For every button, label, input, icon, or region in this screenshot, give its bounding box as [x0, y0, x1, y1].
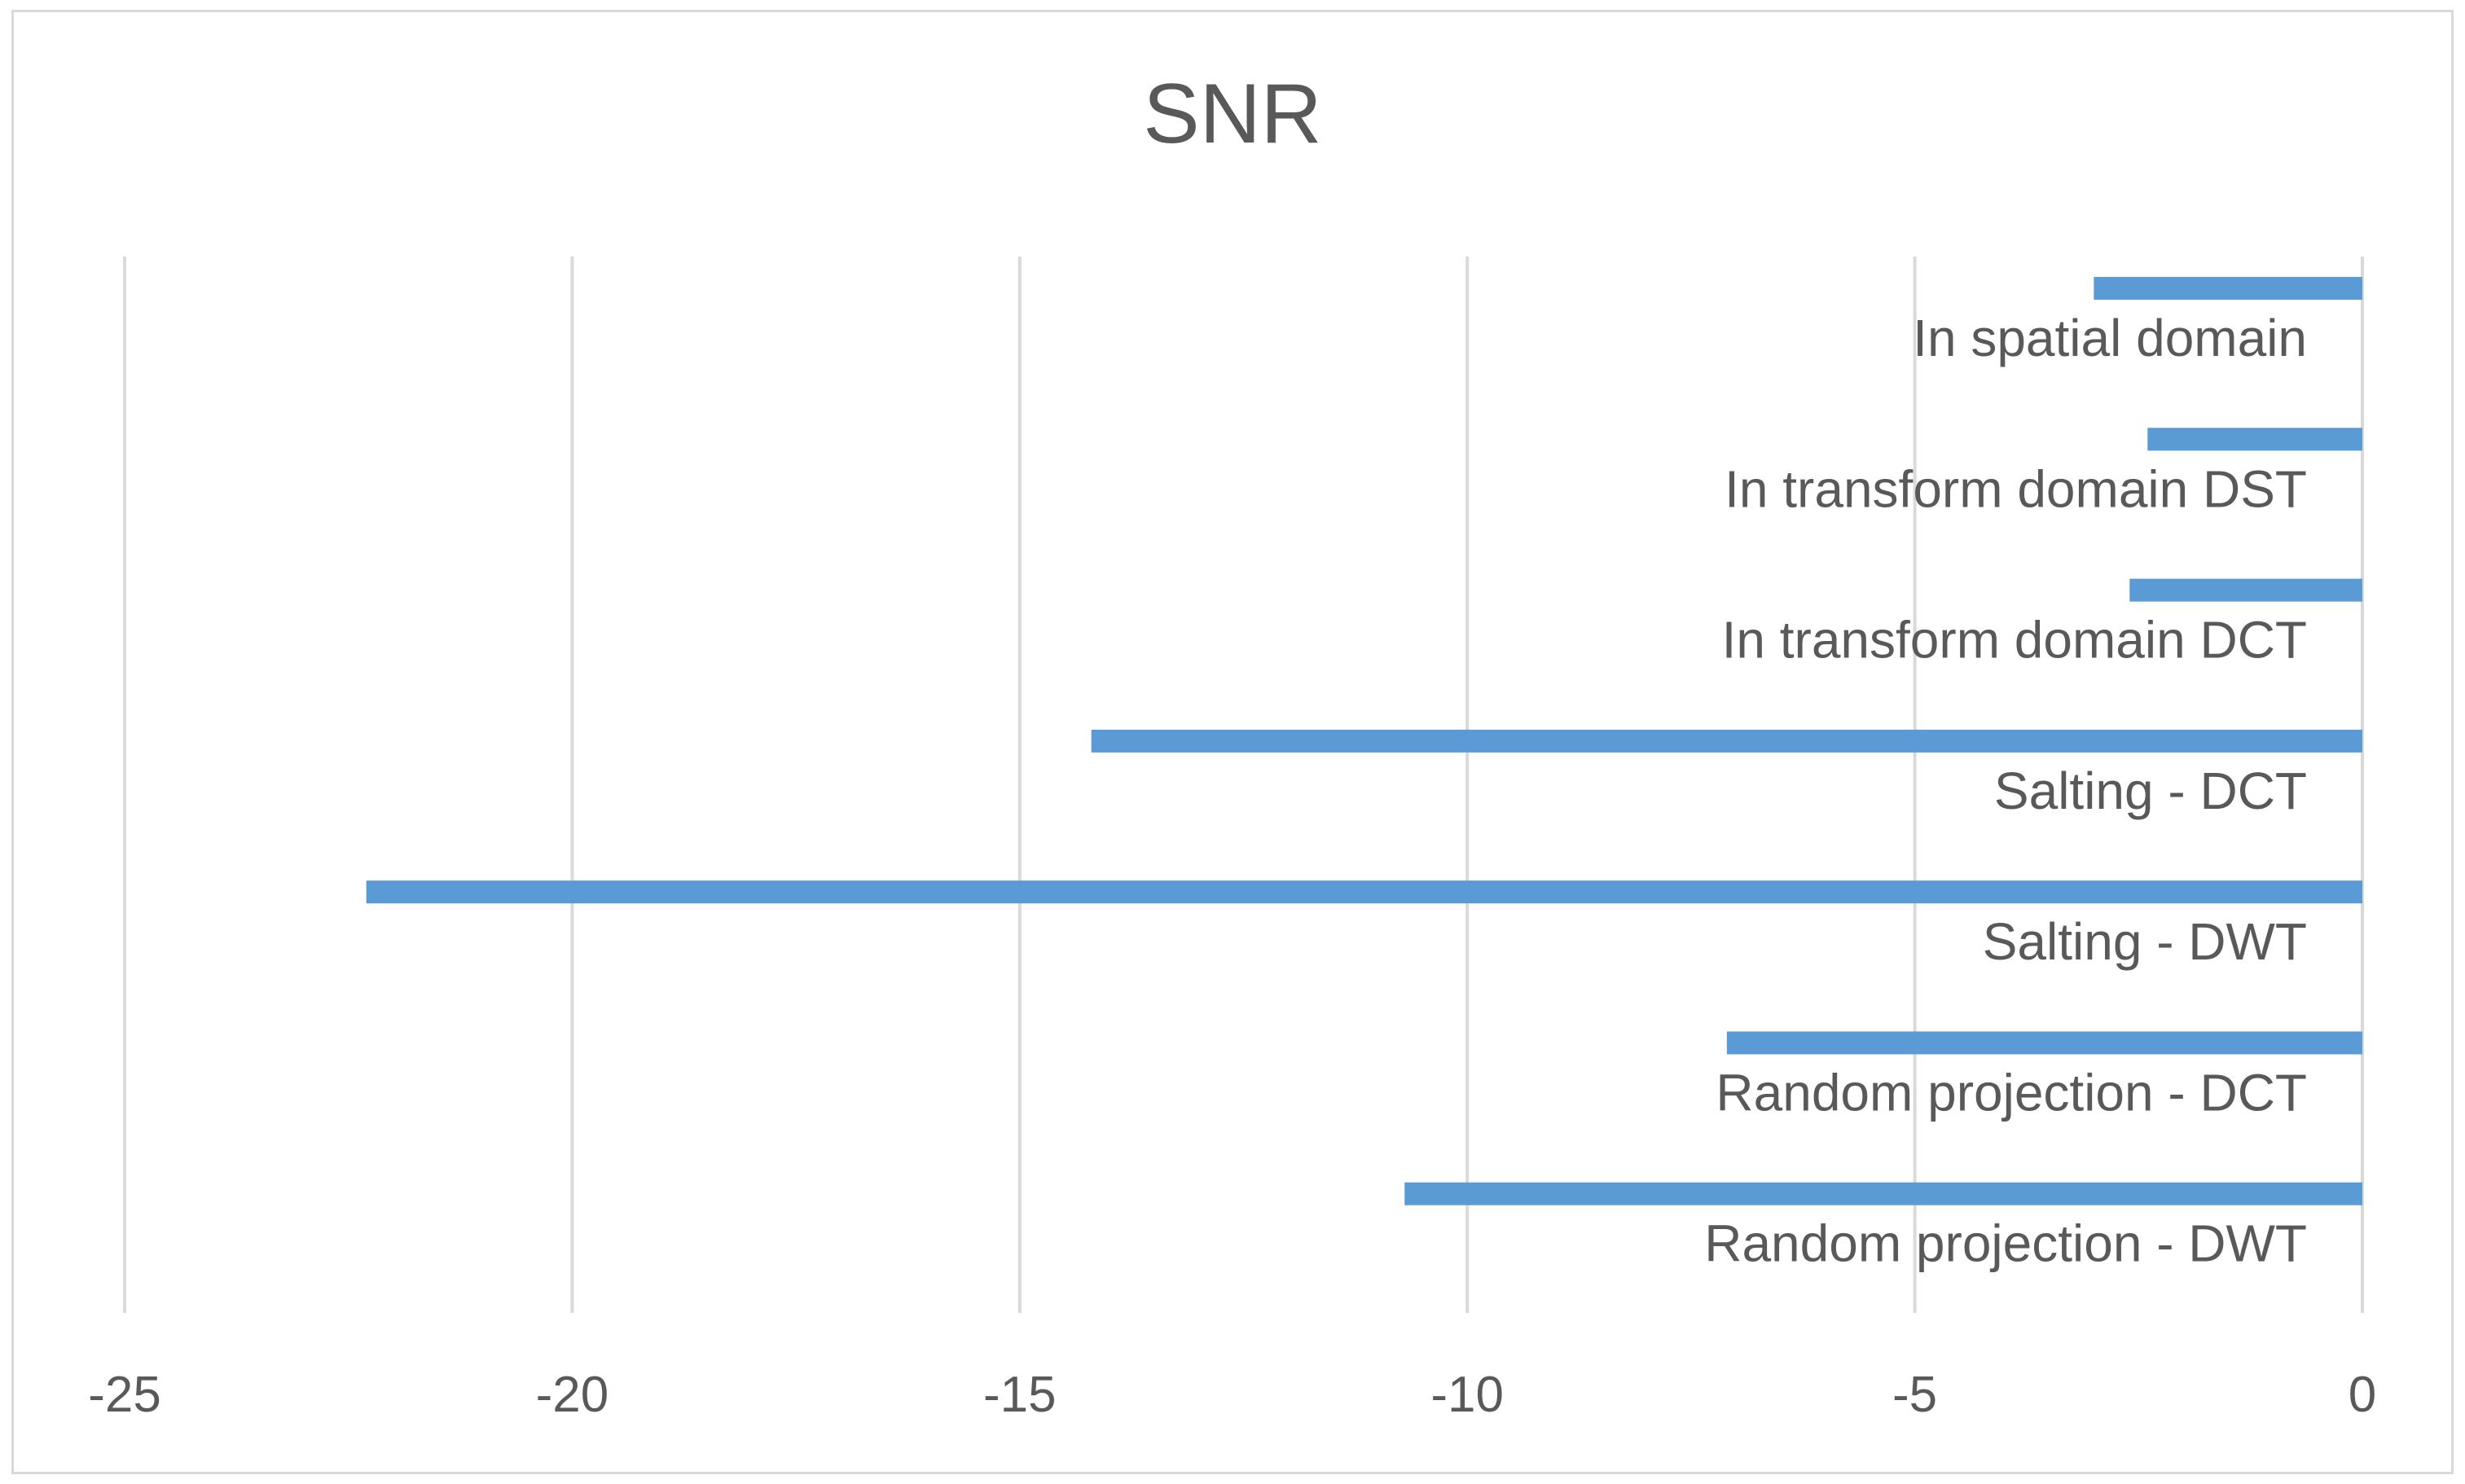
- category-label: Random projection - DWT: [1704, 1214, 2307, 1273]
- category-label: In spatial domain: [1913, 309, 2307, 367]
- bar: [2147, 428, 2362, 451]
- category-label: In transform domain DST: [1725, 459, 2307, 518]
- category-labels: In spatial domain In transform domain DST…: [1704, 309, 2307, 1273]
- bar: [2129, 578, 2362, 602]
- category-label: Random projection - DCT: [1716, 1063, 2307, 1122]
- x-tick-label: -10: [1430, 1367, 1504, 1423]
- bar: [1091, 729, 2362, 753]
- category-label: In transform domain DCT: [1722, 611, 2307, 670]
- x-tick-label: -5: [1892, 1367, 1937, 1423]
- bar: [2094, 277, 2362, 300]
- x-tick-label: -20: [536, 1367, 609, 1423]
- bar: [366, 880, 2362, 904]
- category-label: Salting - DWT: [1983, 912, 2307, 971]
- chart-title: SNR: [1143, 67, 1322, 161]
- bar: [1726, 1031, 2362, 1055]
- x-axis-ticks: -25 -20 -15 -10 -5 0: [88, 1367, 2376, 1423]
- x-tick-label: -25: [88, 1367, 161, 1423]
- bars: [366, 277, 2362, 1205]
- category-label: Salting - DCT: [1994, 762, 2307, 820]
- x-tick-label: 0: [2349, 1367, 2376, 1423]
- bar: [1404, 1182, 2362, 1205]
- x-tick-label: -15: [983, 1367, 1057, 1423]
